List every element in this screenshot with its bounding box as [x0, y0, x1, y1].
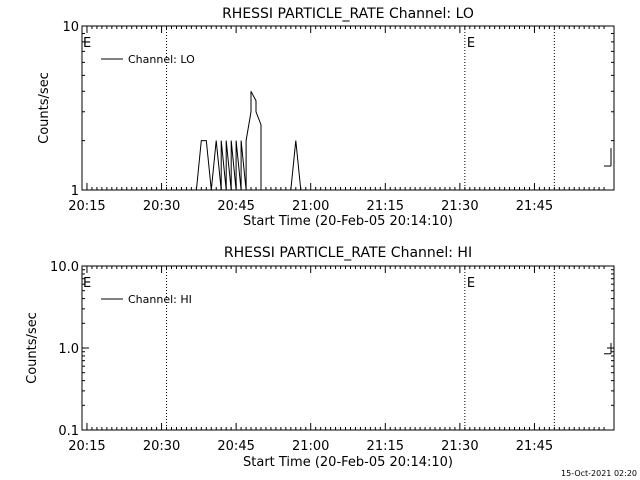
x-tick-label: 21:45 [516, 439, 553, 454]
x-tick-label: 20:15 [68, 199, 105, 214]
x-tick-label: 21:45 [516, 199, 553, 214]
edge-label: E [83, 36, 91, 51]
x-tick-label: 20:30 [143, 199, 180, 214]
x-tick-label: 21:00 [292, 199, 329, 214]
y-axis-label: Counts/sec [37, 72, 52, 144]
x-tick-label: 20:15 [68, 439, 105, 454]
x-tick-label: 20:45 [217, 439, 254, 454]
y-tick-label: 1 [71, 184, 79, 199]
y-tick-label: 10 [62, 20, 79, 35]
x-axis-label: Start Time (20-Feb-05 20:14:10) [243, 214, 453, 229]
x-tick-label: 21:30 [441, 439, 478, 454]
x-tick-label: 21:30 [441, 199, 478, 214]
y-tick-label: 10.0 [50, 260, 79, 275]
chart-title: RHESSI PARTICLE_RATE Channel: LO [222, 6, 474, 22]
legend-entry: Channel: HI [128, 293, 192, 306]
event-marker-label: E [467, 276, 475, 291]
y-tick-label: 0.1 [58, 424, 79, 439]
y-axis-label: Counts/sec [25, 312, 40, 384]
series-line [195, 91, 302, 191]
x-tick-label: 21:15 [367, 199, 404, 214]
legend-entry: Channel: LO [128, 53, 195, 66]
x-tick-label: 21:00 [292, 439, 329, 454]
x-tick-label: 20:30 [143, 439, 180, 454]
chart-panel-lo: RHESSI PARTICLE_RATE Channel: LO 20:15 20:… [37, 6, 615, 229]
chart-panel-hi: RHESSI PARTICLE_RATE Channel: HI 20:15 20:… [25, 245, 615, 470]
plot-frame [81, 25, 615, 191]
chart-title: RHESSI PARTICLE_RATE Channel: HI [224, 245, 472, 261]
edge-label: E [83, 276, 91, 291]
plot-frame [81, 265, 615, 431]
x-tick-label: 20:45 [217, 199, 254, 214]
x-axis-label: Start Time (20-Feb-05 20:14:10) [243, 455, 453, 470]
footer-timestamp: 15-Oct-2021 02:20 [561, 469, 637, 478]
y-tick-label: 1.0 [58, 342, 79, 357]
x-tick-label: 21:15 [367, 439, 404, 454]
event-marker-label: E [467, 36, 475, 51]
